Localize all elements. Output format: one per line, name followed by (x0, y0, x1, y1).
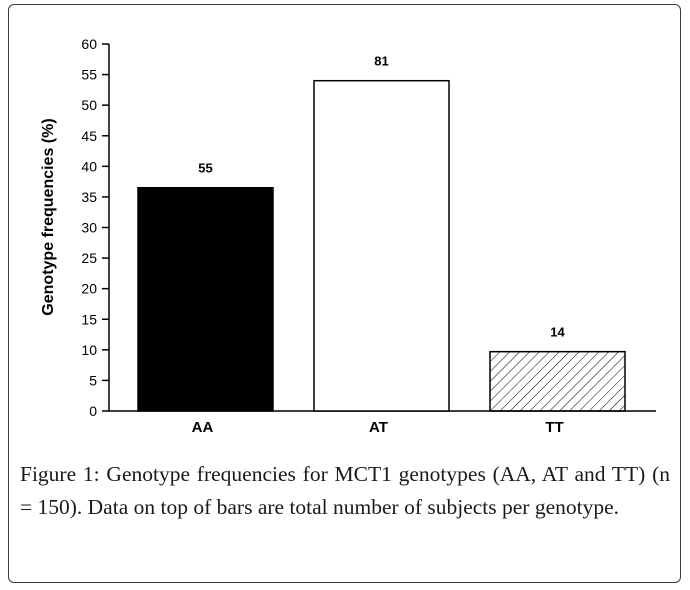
y-axis-label: Genotype frequencies (%) (40, 118, 57, 315)
y-tick-label: 45 (81, 128, 97, 144)
y-tick-label: 10 (81, 342, 97, 358)
x-tick-label-aa: AA (192, 419, 214, 436)
bar-aa (137, 186, 274, 412)
y-tick-label: 50 (81, 97, 97, 113)
y-tick-label: 5 (89, 372, 97, 388)
data-labels: 55 81 14 (198, 54, 565, 340)
y-tick-label: 20 (81, 281, 97, 297)
data-label-aa: 55 (198, 161, 212, 176)
x-tick-label-tt: TT (545, 419, 563, 436)
bars (137, 79, 626, 412)
y-tick-label: 40 (81, 158, 97, 174)
caption-text: Genotype frequencies for MCT1 genotypes … (20, 462, 670, 519)
y-tick-label: 60 (81, 36, 97, 52)
x-tick-label-at: AT (369, 419, 388, 436)
data-label-tt: 14 (550, 325, 565, 340)
y-tick-label: 25 (81, 250, 97, 266)
bar-at (313, 79, 450, 412)
data-label-at: 81 (374, 54, 388, 69)
y-tick-label: 0 (89, 403, 97, 419)
figure-caption: Figure 1: Genotype frequencies for MCT1 … (20, 458, 670, 524)
y-tick-label: 15 (81, 311, 97, 327)
y-tick-label: 55 (81, 67, 97, 83)
bar-tt (489, 350, 626, 412)
bar-chart: 0 5 10 15 20 25 30 35 40 45 50 55 60 AA AT TT 55 81 14 G… (40, 36, 656, 436)
x-axis: AA AT TT (109, 410, 656, 436)
y-tick-label: 30 (81, 220, 97, 236)
caption-label: Figure 1: (20, 462, 100, 486)
y-axis: 0 5 10 15 20 25 30 35 40 45 50 55 60 (81, 36, 110, 419)
y-tick-label: 35 (81, 189, 97, 205)
